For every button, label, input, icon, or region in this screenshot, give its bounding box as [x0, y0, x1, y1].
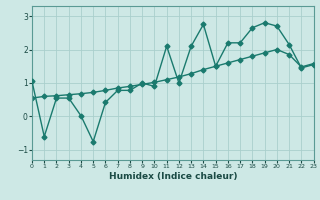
- X-axis label: Humidex (Indice chaleur): Humidex (Indice chaleur): [108, 172, 237, 181]
